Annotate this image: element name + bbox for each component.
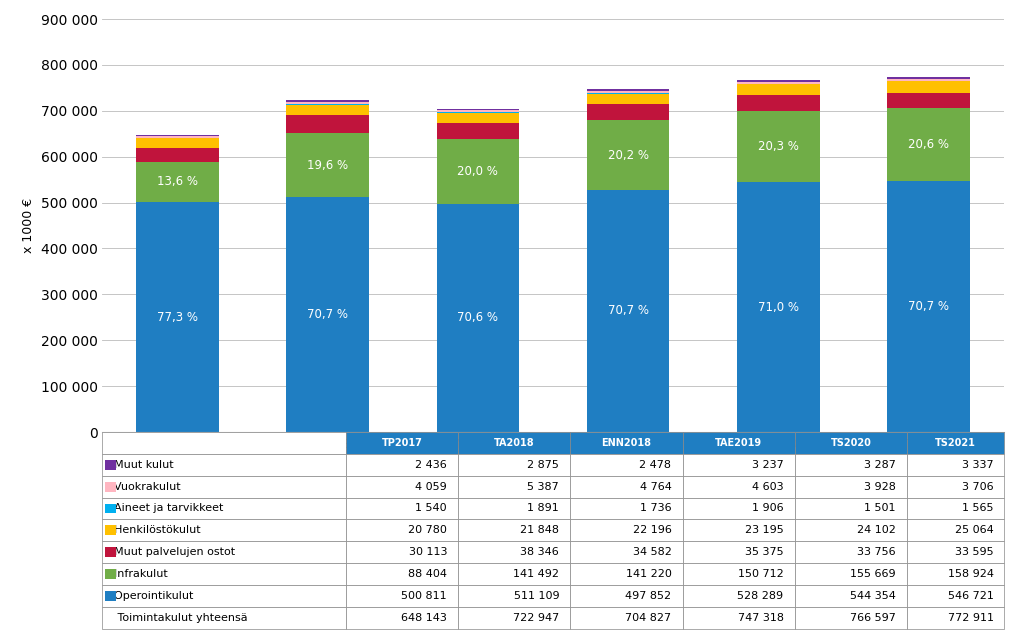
- Bar: [887, 77, 970, 79]
- Bar: [287, 100, 369, 102]
- Y-axis label: x 1000 €: x 1000 €: [22, 198, 35, 253]
- Bar: [436, 139, 519, 204]
- Bar: [587, 91, 670, 93]
- FancyBboxPatch shape: [104, 525, 116, 535]
- FancyBboxPatch shape: [104, 482, 116, 491]
- Bar: [737, 95, 819, 110]
- Bar: [587, 93, 670, 104]
- Text: 70,7 %: 70,7 %: [908, 300, 949, 313]
- Bar: [136, 162, 219, 202]
- Bar: [436, 204, 519, 432]
- Bar: [887, 79, 970, 81]
- Bar: [136, 135, 219, 136]
- Bar: [436, 112, 519, 113]
- Text: 13,6 %: 13,6 %: [157, 175, 198, 189]
- Text: 70,6 %: 70,6 %: [458, 311, 499, 324]
- Text: 20,6 %: 20,6 %: [908, 138, 949, 151]
- Bar: [287, 102, 369, 104]
- Bar: [287, 197, 369, 432]
- Bar: [287, 133, 369, 197]
- Bar: [587, 121, 670, 190]
- Bar: [436, 113, 519, 123]
- Bar: [737, 182, 819, 432]
- Bar: [436, 109, 519, 110]
- Bar: [287, 104, 369, 105]
- Bar: [737, 110, 819, 182]
- Bar: [887, 181, 970, 432]
- Bar: [587, 89, 670, 91]
- Bar: [737, 82, 819, 84]
- Bar: [737, 80, 819, 82]
- FancyBboxPatch shape: [104, 460, 116, 470]
- Bar: [887, 81, 970, 93]
- FancyBboxPatch shape: [104, 569, 116, 579]
- Bar: [587, 190, 670, 432]
- Bar: [136, 202, 219, 432]
- FancyBboxPatch shape: [104, 591, 116, 601]
- Bar: [136, 138, 219, 148]
- Bar: [287, 115, 369, 133]
- Bar: [287, 105, 369, 115]
- Text: 20,3 %: 20,3 %: [758, 140, 799, 153]
- Text: 20,2 %: 20,2 %: [607, 149, 648, 161]
- Bar: [436, 123, 519, 139]
- Bar: [136, 148, 219, 162]
- Text: 70,7 %: 70,7 %: [307, 308, 348, 321]
- Text: 20,0 %: 20,0 %: [458, 164, 499, 178]
- Bar: [887, 93, 970, 108]
- Text: 19,6 %: 19,6 %: [307, 159, 348, 171]
- Bar: [587, 104, 670, 121]
- Text: 70,7 %: 70,7 %: [607, 304, 648, 318]
- FancyBboxPatch shape: [104, 504, 116, 513]
- Text: 77,3 %: 77,3 %: [157, 311, 198, 324]
- Bar: [737, 84, 819, 95]
- FancyBboxPatch shape: [104, 547, 116, 557]
- Bar: [887, 108, 970, 181]
- Text: 71,0 %: 71,0 %: [758, 300, 799, 314]
- Bar: [436, 110, 519, 112]
- Bar: [136, 136, 219, 138]
